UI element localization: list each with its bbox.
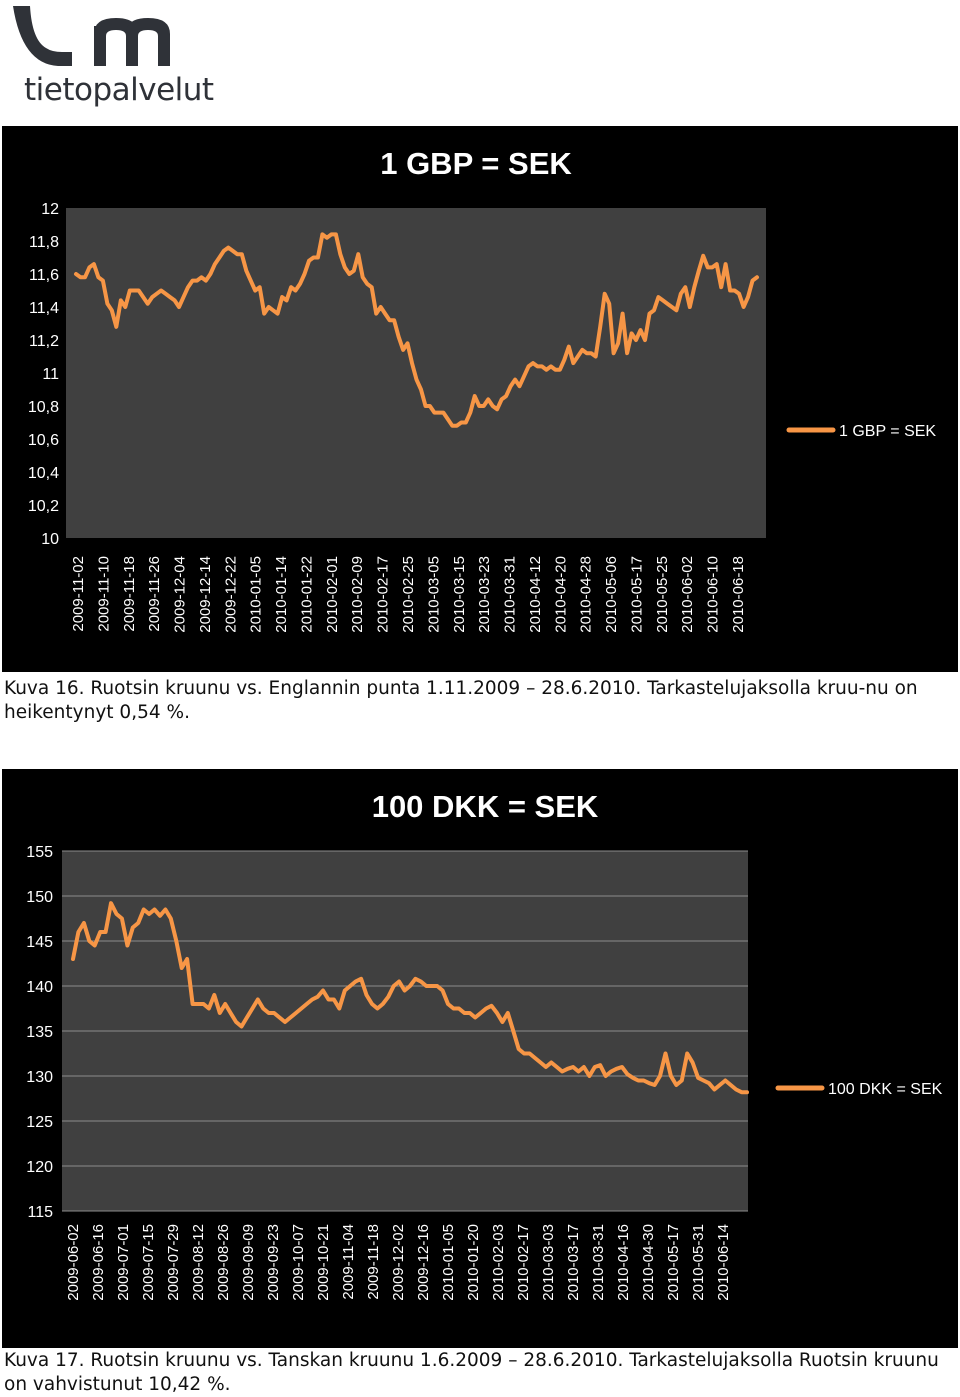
x-tick-label: 2010-05-17 <box>628 556 645 633</box>
x-tick-label: 2010-01-05 <box>248 556 265 633</box>
y-tick-label: 10,2 <box>28 498 59 515</box>
x-tick-label: 2010-06-10 <box>705 556 722 633</box>
x-tick-label: 2010-01-22 <box>298 556 315 633</box>
legend-label: 100 DKK = SEK <box>828 1081 943 1098</box>
y-tick-label: 10,4 <box>28 465 59 482</box>
x-tick-label: 2009-09-09 <box>240 1224 257 1301</box>
x-tick-label: 2010-05-25 <box>654 556 671 633</box>
chart-dkk-sek: 100 DKK = SEK 155 150 145 140 135 130 125 120 115… <box>2 769 958 1348</box>
y-tick-label: 11,2 <box>29 333 59 350</box>
x-tick-label: 2010-03-15 <box>451 556 468 633</box>
x-tick-label: 2009-12-02 <box>390 1224 407 1301</box>
x-tick-label: 2010-04-30 <box>640 1224 657 1301</box>
series-line <box>74 232 759 428</box>
x-tick-label: 2009-07-29 <box>165 1224 182 1301</box>
y-tick-label: 12 <box>41 201 59 218</box>
chart-dkk-sek-svg: 100 DKK = SEK 155 150 145 140 135 130 125 120 115… <box>26 789 943 1301</box>
y-tick-label: 150 <box>26 889 53 906</box>
x-tick-label: 2009-11-10 <box>95 556 112 632</box>
y-tick-label: 11,6 <box>29 267 59 284</box>
chart-gbp-sek: 1 GBP = SEK 12 11,8 11,6 11,4 11,2 11 10,8 10,6 1… <box>2 126 958 672</box>
y-tick-label: 11,4 <box>29 300 59 317</box>
x-tick-label: 2010-01-05 <box>440 1224 457 1301</box>
x-tick-label: 2010-02-25 <box>400 556 417 633</box>
x-tick-label: 2009-12-04 <box>172 556 189 633</box>
x-tick-label: 2010-05-17 <box>665 1224 682 1301</box>
x-tick-label: 2010-05-31 <box>690 1224 707 1301</box>
x-tick-label: 2010-04-12 <box>527 556 544 633</box>
caption-figure-17: Kuva 17. Ruotsin kruunu vs. Tanskan kruu… <box>4 1350 939 1395</box>
y-tick-label: 10,8 <box>28 399 59 416</box>
x-tick-label: 2009-07-15 <box>140 1224 157 1301</box>
y-tick-label: 130 <box>26 1069 53 1086</box>
x-tick-label: 2009-12-22 <box>222 556 239 633</box>
x-tick-label: 2010-04-16 <box>615 1224 632 1301</box>
x-tick-label: 2010-03-23 <box>476 556 493 633</box>
x-tick-label: 2010-02-17 <box>375 556 392 633</box>
x-tick-label: 2010-05-06 <box>603 556 620 633</box>
x-tick-label: 2009-11-18 <box>121 556 138 632</box>
logo-mark <box>13 6 170 66</box>
x-tick-label: 2010-06-02 <box>679 556 696 633</box>
chart-title: 100 DKK = SEK <box>372 789 599 824</box>
x-tick-label: 2010-04-20 <box>552 556 569 633</box>
y-tick-label: 120 <box>26 1159 53 1176</box>
x-tick-label: 2009-12-14 <box>197 556 214 633</box>
x-tick-label: 2009-12-16 <box>415 1224 432 1301</box>
x-tick-label: 2010-03-17 <box>565 1224 582 1301</box>
x-tick-label: 2009-06-16 <box>90 1224 107 1301</box>
x-tick-label: 2009-07-01 <box>115 1224 132 1301</box>
x-tick-label: 2009-09-23 <box>265 1224 282 1301</box>
x-tick-label: 2009-10-07 <box>290 1224 307 1301</box>
chart-gbp-sek-svg: 1 GBP = SEK 12 11,8 11,6 11,4 11,2 11 10,8 10,6 1… <box>28 146 937 633</box>
x-tick-label: 2010-04-28 <box>578 556 595 633</box>
x-tick-label: 2010-03-31 <box>502 556 519 633</box>
x-tick-label: 2010-03-05 <box>425 556 442 633</box>
y-tick-label: 125 <box>26 1114 53 1131</box>
y-tick-label: 135 <box>26 1024 53 1041</box>
y-tick-label: 11 <box>42 366 59 383</box>
y-tick-label: 10,6 <box>28 432 59 449</box>
x-tick-label: 2009-08-12 <box>190 1224 207 1301</box>
company-logo: tietopalvelut <box>0 0 214 120</box>
series-line <box>71 901 749 1095</box>
x-tick-label: 2009-08-26 <box>215 1224 232 1301</box>
y-tick-label: 115 <box>27 1204 53 1221</box>
x-tick-label: 2010-01-14 <box>273 556 290 633</box>
y-tick-label: 11,8 <box>29 234 59 251</box>
x-tick-label: 2009-11-04 <box>340 1224 357 1300</box>
x-tick-label: 2009-06-02 <box>65 1224 82 1301</box>
x-tick-label: 2010-02-17 <box>515 1224 532 1301</box>
x-tick-label: 2010-03-03 <box>540 1224 557 1301</box>
y-tick-label: 140 <box>26 979 53 996</box>
x-tick-label: 2009-10-21 <box>315 1224 332 1301</box>
x-tick-label: 2010-01-20 <box>465 1224 482 1301</box>
y-tick-label: 10 <box>41 531 59 548</box>
x-tick-label: 2010-06-18 <box>730 556 747 633</box>
x-tick-label: 2010-02-03 <box>490 1224 507 1301</box>
x-tick-label: 2010-06-14 <box>715 1224 732 1301</box>
x-tick-label: 2009-11-26 <box>146 556 163 632</box>
x-tick-label: 2010-02-01 <box>324 556 341 633</box>
x-tick-label: 2010-02-09 <box>349 556 366 633</box>
caption-figure-16: Kuva 16. Ruotsin kruunu vs. Englannin pu… <box>4 678 918 723</box>
y-tick-label: 155 <box>26 844 53 861</box>
x-tick-label: 2009-11-18 <box>365 1224 382 1300</box>
x-tick-label: 2010-03-31 <box>590 1224 607 1301</box>
chart-title: 1 GBP = SEK <box>380 146 572 181</box>
logo-text: tietopalvelut <box>24 72 214 108</box>
legend-label: 1 GBP = SEK <box>839 423 936 440</box>
y-tick-label: 145 <box>26 934 53 951</box>
x-tick-label: 2009-11-02 <box>70 556 87 632</box>
